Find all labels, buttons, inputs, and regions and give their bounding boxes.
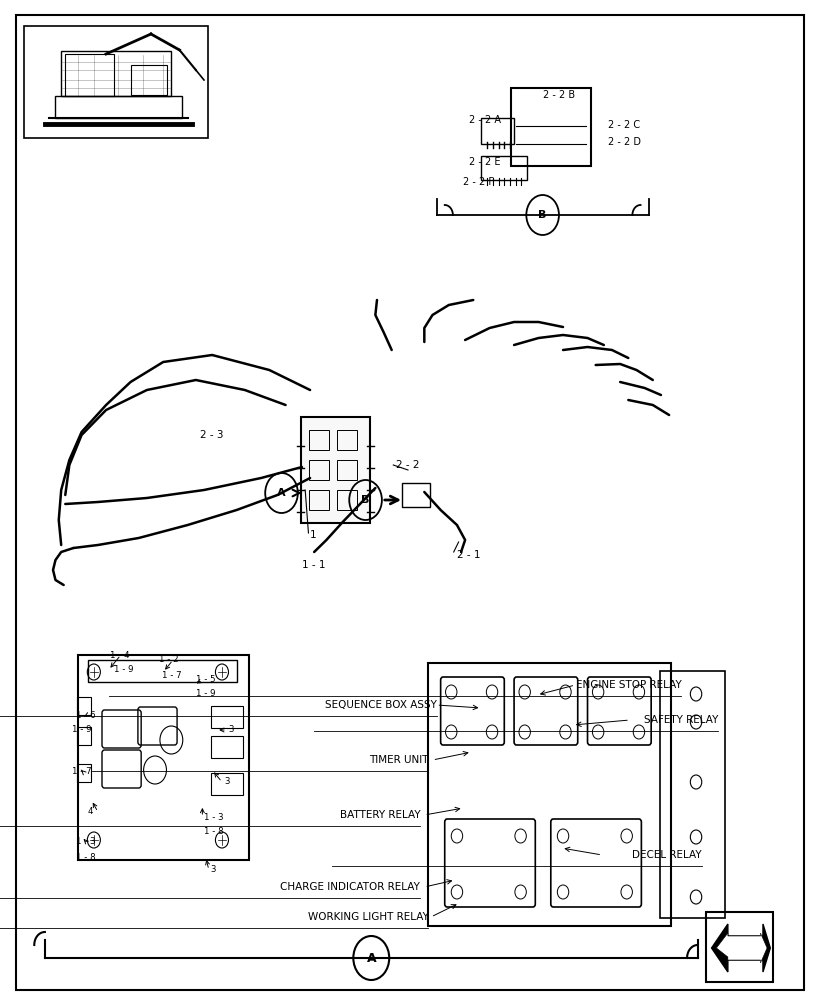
Text: 1 - 3: 1 - 3 xyxy=(204,812,224,822)
Text: 1 - 9: 1 - 9 xyxy=(114,666,134,674)
Text: ENGINE STOP RELAY: ENGINE STOP RELAY xyxy=(575,680,681,690)
Bar xyxy=(211,773,243,795)
Text: 3: 3 xyxy=(224,778,230,786)
Text: A: A xyxy=(277,488,286,498)
Polygon shape xyxy=(712,924,770,972)
Text: 1 - 9: 1 - 9 xyxy=(72,726,91,734)
Text: 4: 4 xyxy=(87,808,93,816)
Text: 1 - 9: 1 - 9 xyxy=(196,690,215,698)
Text: BATTERY RELAY: BATTERY RELAY xyxy=(339,810,420,820)
Text: 2 - 2 A: 2 - 2 A xyxy=(469,115,501,125)
Text: 1 - 8: 1 - 8 xyxy=(204,828,224,836)
Text: CHARGE INDICATOR RELAY: CHARGE INDICATOR RELAY xyxy=(281,882,420,892)
Bar xyxy=(24,26,208,138)
Text: 3: 3 xyxy=(228,726,234,734)
Text: SAFETY RELAY: SAFETY RELAY xyxy=(644,715,718,725)
Bar xyxy=(706,912,773,982)
Bar xyxy=(77,727,91,745)
Text: 1 - 7: 1 - 7 xyxy=(162,670,181,680)
Bar xyxy=(337,490,357,510)
Text: B: B xyxy=(539,210,547,220)
Text: 1 - 7: 1 - 7 xyxy=(72,768,91,776)
Text: 2 - 3: 2 - 3 xyxy=(200,430,224,440)
Bar xyxy=(309,460,329,480)
Text: 1 - 3: 1 - 3 xyxy=(76,838,95,846)
Text: 1 - 6: 1 - 6 xyxy=(76,710,95,720)
Bar xyxy=(55,96,182,118)
Text: 1 - 4: 1 - 4 xyxy=(110,650,130,660)
Text: WORKING LIGHT RELAY: WORKING LIGHT RELAY xyxy=(308,912,428,922)
Bar xyxy=(65,54,114,96)
Bar xyxy=(131,65,167,95)
Bar xyxy=(77,697,91,715)
Text: A: A xyxy=(366,952,376,964)
Text: 1 - 5: 1 - 5 xyxy=(196,676,215,684)
Text: SEQUENCE BOX ASSY: SEQUENCE BOX ASSY xyxy=(325,700,437,710)
Text: 2 - 2 E: 2 - 2 E xyxy=(469,157,501,167)
Text: 1 - 8: 1 - 8 xyxy=(76,852,95,861)
Bar xyxy=(211,706,243,728)
Bar xyxy=(309,430,329,450)
Text: 1: 1 xyxy=(310,530,317,540)
FancyBboxPatch shape xyxy=(301,417,370,523)
Bar xyxy=(309,490,329,510)
Text: 1 - 2: 1 - 2 xyxy=(159,656,179,664)
Text: 2 - 2 D: 2 - 2 D xyxy=(608,137,641,147)
Polygon shape xyxy=(716,933,767,963)
Bar xyxy=(211,736,243,758)
Bar xyxy=(337,460,357,480)
Bar xyxy=(61,51,171,96)
Text: 2 - 2 B: 2 - 2 B xyxy=(543,90,574,100)
Text: B: B xyxy=(361,495,370,505)
Text: 2 - 2 F: 2 - 2 F xyxy=(463,177,494,187)
Bar xyxy=(337,430,357,450)
Text: 2 - 1: 2 - 1 xyxy=(457,550,481,560)
Bar xyxy=(88,660,237,682)
Text: DECEL RELAY: DECEL RELAY xyxy=(632,850,702,860)
Text: 3: 3 xyxy=(211,865,216,874)
Bar xyxy=(77,764,91,782)
Text: 2 - 2: 2 - 2 xyxy=(396,460,419,470)
Text: TIMER UNIT: TIMER UNIT xyxy=(369,755,428,765)
Text: 2 - 2 C: 2 - 2 C xyxy=(608,120,640,130)
Text: 1 - 1: 1 - 1 xyxy=(302,560,326,570)
